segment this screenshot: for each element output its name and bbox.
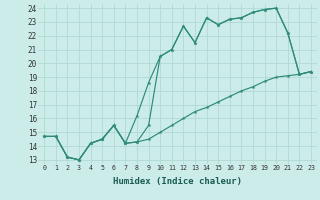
- X-axis label: Humidex (Indice chaleur): Humidex (Indice chaleur): [113, 177, 242, 186]
